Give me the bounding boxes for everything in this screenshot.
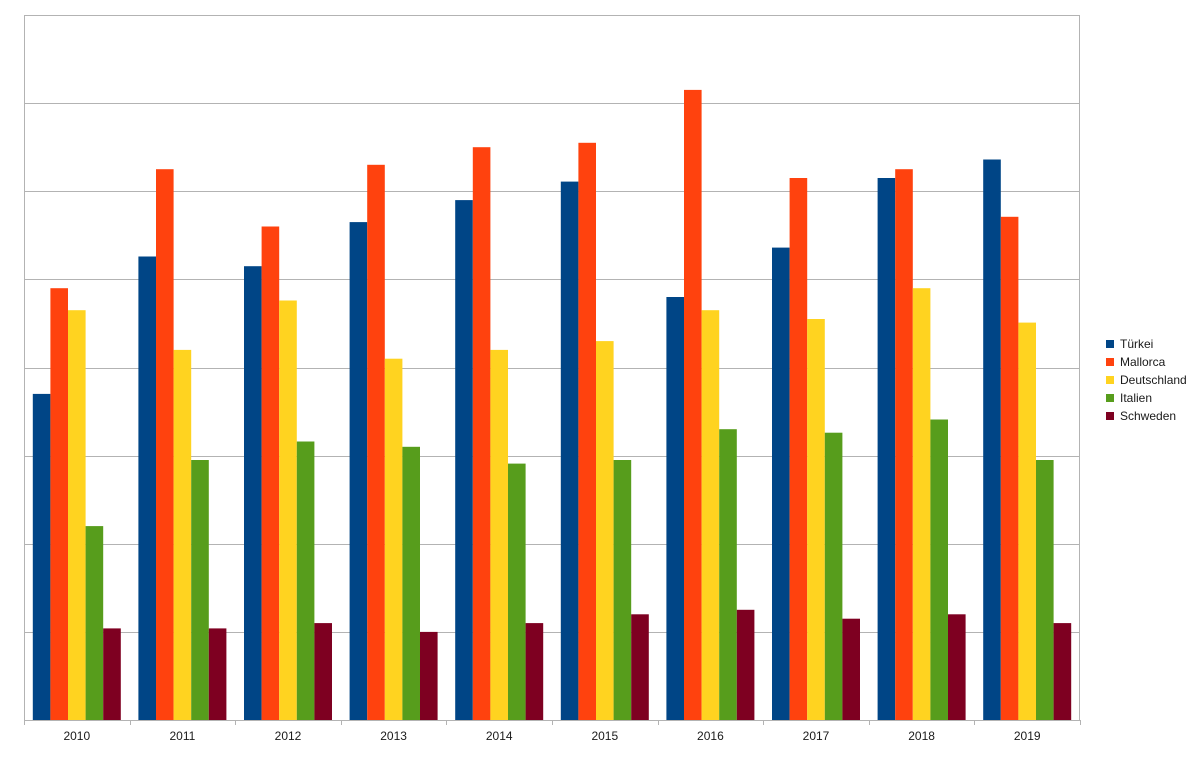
bar-mallorca-2013	[367, 164, 385, 721]
legend-label: Deutschland	[1120, 373, 1187, 387]
bar-schweden-2013	[420, 631, 438, 720]
bar-deutschland-2011	[173, 349, 192, 720]
legend-swatch-mallorca	[1106, 358, 1114, 366]
x-axis-label: 2014	[486, 729, 513, 743]
legend-label: Italien	[1120, 391, 1153, 405]
axes	[24, 15, 1081, 725]
x-axis-labels: 2010 2011 2012 2013 2014 2015 2016 2017 2018 2019	[63, 729, 1040, 743]
legend-swatch-deutschland	[1106, 376, 1114, 384]
legend-label: Schweden	[1120, 409, 1177, 423]
bar-türkei-2011	[138, 256, 156, 720]
bar-schweden-2011	[208, 628, 227, 720]
bar-schweden-2012	[314, 623, 332, 720]
bar-deutschland-2010	[68, 310, 86, 720]
x-axis-label: 2013	[380, 729, 407, 743]
bar-schweden-2010	[103, 628, 121, 720]
bar-deutschland-2016	[701, 310, 720, 720]
bar-deutschland-2018	[912, 288, 931, 720]
x-axis-label: 2010	[63, 729, 90, 743]
bar-mallorca-2014	[472, 147, 491, 720]
legend-item-deutschland: Deutschland	[1106, 371, 1187, 389]
x-axis-label: 2017	[803, 729, 830, 743]
bar-italien-2014	[508, 463, 526, 720]
bar-türkei-2013	[349, 222, 368, 720]
bar-deutschland-2017	[807, 319, 825, 720]
legend-item-schweden: Schweden	[1106, 407, 1187, 425]
bar-türkei-2014	[455, 200, 473, 721]
bar-türkei-2010	[32, 393, 51, 720]
bar-italien-2017	[824, 432, 843, 720]
legend-item-italien: Italien	[1106, 389, 1187, 407]
bar-italien-2012	[296, 441, 315, 720]
bar-italien-2016	[719, 429, 737, 720]
x-axis-label: 2016	[697, 729, 724, 743]
legend-swatch-schweden	[1106, 412, 1114, 420]
bar-türkei-2019	[983, 159, 1001, 720]
legend-label: Türkei	[1120, 337, 1154, 351]
bar-mallorca-2017	[789, 178, 808, 720]
x-axis-label: 2019	[1014, 729, 1041, 743]
bar-deutschland-2013	[384, 358, 403, 720]
bar-türkei-2017	[772, 247, 790, 720]
bar-mallorca-2012	[261, 226, 280, 720]
bars	[32, 89, 1072, 721]
x-axis-label: 2018	[908, 729, 935, 743]
bar-türkei-2012	[244, 266, 262, 720]
bar-deutschland-2014	[490, 349, 508, 720]
bar-mallorca-2019	[1000, 216, 1019, 721]
x-axis-label: 2012	[275, 729, 302, 743]
bar-italien-2013	[402, 446, 420, 720]
bar-türkei-2015	[560, 181, 579, 721]
bar-italien-2010	[85, 526, 104, 720]
legend-swatch-italien	[1106, 394, 1114, 402]
bar-italien-2018	[930, 419, 948, 720]
x-axis-label: 2011	[169, 729, 195, 743]
bar-italien-2011	[191, 460, 209, 720]
bar-türkei-2018	[877, 178, 896, 720]
legend-item-tuerkei: Türkei	[1106, 335, 1187, 353]
bar-schweden-2017	[842, 618, 860, 720]
bar-mallorca-2016	[684, 89, 702, 720]
bar-deutschland-2012	[279, 300, 297, 720]
bar-italien-2015	[613, 460, 632, 720]
bar-schweden-2014	[525, 623, 544, 720]
bar-deutschland-2019	[1018, 322, 1036, 720]
legend-item-mallorca: Mallorca	[1106, 353, 1187, 371]
x-axis-label: 2015	[591, 729, 618, 743]
bar-schweden-2018	[948, 614, 966, 721]
bar-deutschland-2015	[596, 341, 614, 720]
bar-italien-2019	[1036, 460, 1054, 720]
bar-mallorca-2018	[895, 169, 913, 720]
bar-mallorca-2011	[156, 169, 174, 720]
bar-schweden-2016	[736, 609, 755, 720]
bar-türkei-2016	[666, 297, 684, 720]
bar-mallorca-2015	[578, 142, 596, 721]
legend: Türkei Mallorca Deutschland Italien Schw…	[1106, 335, 1187, 425]
legend-swatch-tuerkei	[1106, 340, 1114, 348]
bar-mallorca-2010	[50, 288, 68, 720]
legend-label: Mallorca	[1120, 355, 1166, 369]
bar-schweden-2019	[1053, 623, 1072, 720]
bar-schweden-2015	[631, 614, 649, 721]
